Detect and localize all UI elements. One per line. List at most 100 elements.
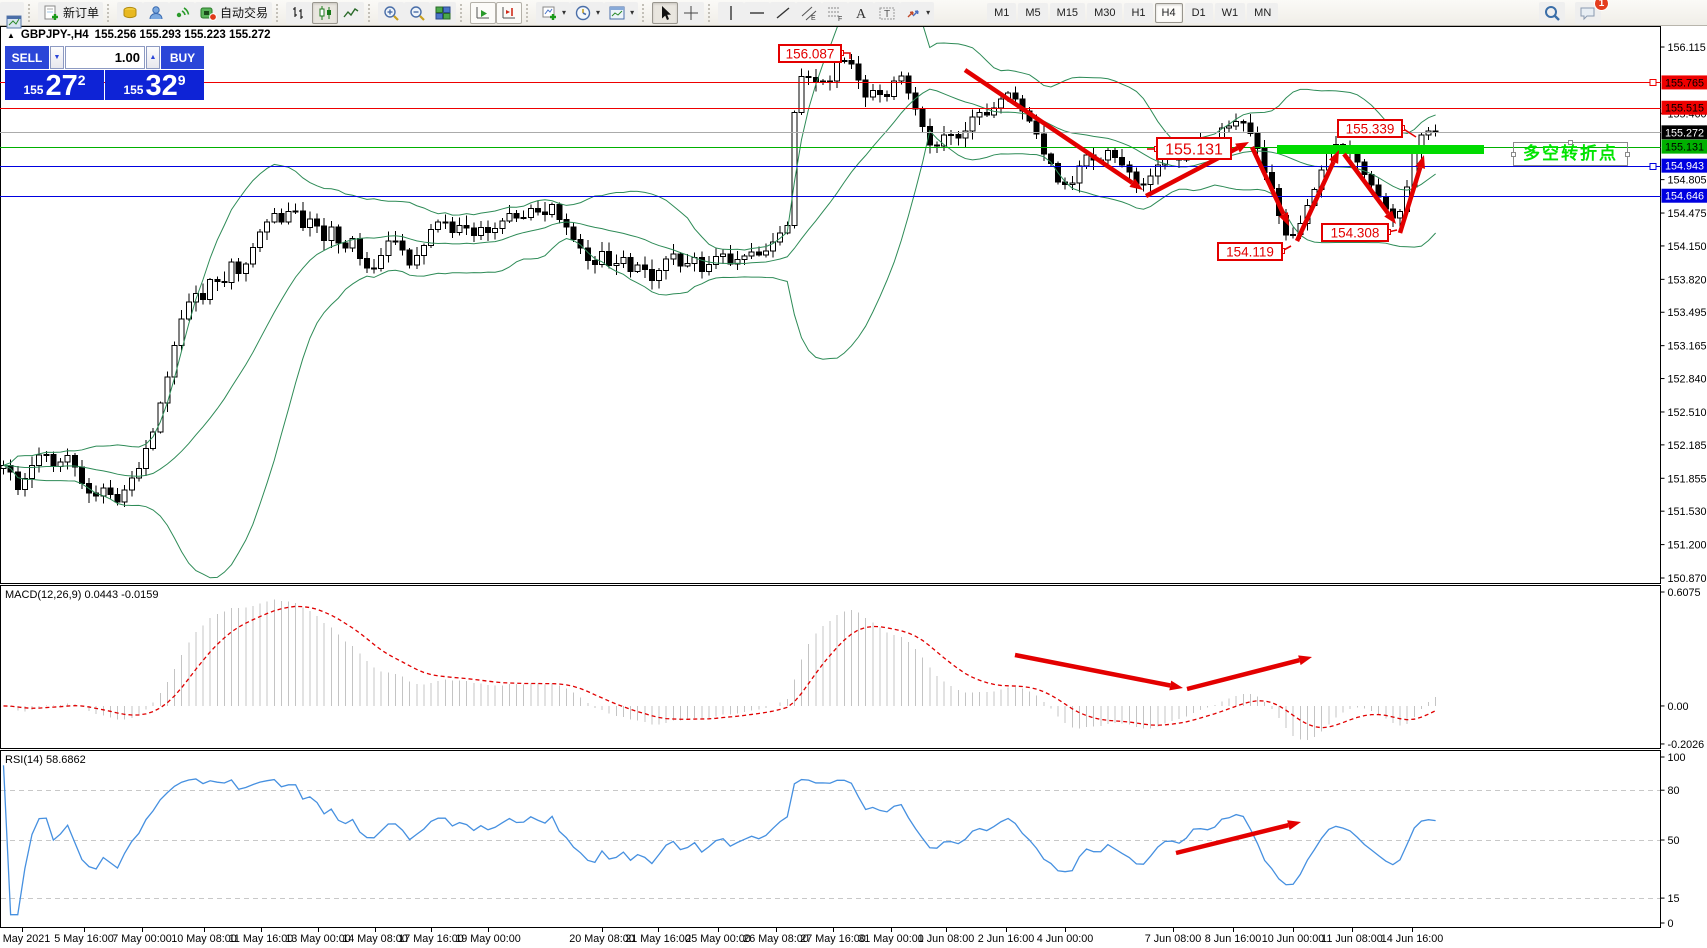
text-label-button[interactable]: T	[874, 1, 901, 24]
line-handle[interactable]	[1649, 163, 1657, 170]
timeframe-D1-button[interactable]: D1	[1184, 2, 1213, 23]
svg-text:5 May 16:00: 5 May 16:00	[54, 933, 113, 945]
search-button[interactable]	[1539, 1, 1565, 24]
svg-text:7 May 00:00: 7 May 00:00	[112, 933, 171, 945]
rsi-indicator-label: RSI(14) 58.6862	[5, 754, 86, 766]
equidistant-channel-button[interactable]: E	[796, 1, 823, 24]
svg-text:17 May 16:00: 17 May 16:00	[398, 933, 463, 945]
turning-point-text-object[interactable]: 多空转折点	[1511, 140, 1630, 166]
new-order-button[interactable]: 新订单	[38, 1, 104, 24]
dropdown-caret-icon[interactable]: ▾	[596, 8, 601, 17]
svg-text:156.087: 156.087	[786, 46, 835, 61]
periods-button[interactable]: ▾	[570, 1, 605, 24]
dropdown-caret-icon[interactable]: ▾	[562, 8, 567, 17]
selection-handle[interactable]	[1625, 152, 1630, 157]
trendline-button[interactable]	[770, 1, 797, 24]
crosshair-button[interactable]	[678, 1, 705, 24]
volume-input[interactable]	[65, 46, 145, 69]
sell-button[interactable]: SELL	[5, 46, 49, 69]
notification-badge[interactable]: 1	[1594, 0, 1609, 11]
fibonacci-button[interactable]: F	[822, 1, 849, 24]
dropdown-caret-icon[interactable]: ▾	[630, 8, 635, 17]
bollinger-bands	[3, 27, 1436, 579]
svg-text:154.119: 154.119	[1226, 244, 1274, 259]
timeframe-M15-button[interactable]: M15	[1049, 2, 1086, 23]
symbol-ohlc: 155.256 155.293 155.223 155.272	[94, 29, 271, 41]
price-axis: 156.115155.460154.805154.475154.150153.8…	[1660, 42, 1707, 930]
rsi-series	[1, 765, 1660, 916]
market-watch-button[interactable]	[117, 1, 144, 24]
buy-price-sup: 9	[177, 72, 186, 88]
timeframe-H4-button[interactable]: H4	[1154, 2, 1183, 23]
sell-price-display[interactable]: 155 27 2	[5, 70, 104, 102]
signal-button[interactable]	[169, 1, 196, 24]
buy-button[interactable]: BUY	[161, 46, 204, 69]
crosshair-icon	[682, 4, 700, 22]
collapse-panel-icon[interactable]: ▲	[7, 30, 15, 40]
horizontal-line-button[interactable]	[744, 1, 771, 24]
vertical-line-button[interactable]	[718, 1, 745, 24]
dropdown-caret-icon[interactable]: ▾	[926, 8, 931, 17]
candlestick-chart-button[interactable]	[312, 1, 339, 24]
signal-icon	[173, 4, 191, 22]
svg-text:155.131: 155.131	[1165, 141, 1223, 158]
auto-scroll-button[interactable]	[470, 1, 497, 24]
auto-trading-icon	[199, 4, 217, 22]
bar-chart-button[interactable]	[286, 1, 313, 24]
templates-button[interactable]: ▾	[604, 1, 639, 24]
svg-text:154.646: 154.646	[1665, 191, 1704, 203]
svg-text:15: 15	[1668, 893, 1680, 905]
chart-window-button[interactable]	[0, 1, 24, 28]
line-handle[interactable]	[1649, 79, 1657, 86]
chart-shift-icon	[500, 4, 518, 22]
navigator-button[interactable]	[143, 1, 170, 24]
svg-text:20 May 08:00: 20 May 08:00	[569, 933, 634, 945]
price-tag-labels[interactable]: 156.087 155.131 155.339 154.119 154.308	[778, 44, 1417, 261]
svg-text:25 May 00:00: 25 May 00:00	[685, 933, 750, 945]
svg-text:155.765: 155.765	[1665, 77, 1704, 89]
new-chart-icon	[540, 4, 558, 22]
timeframe-H1-button[interactable]: H1	[1124, 2, 1153, 23]
sell-price-big: 27	[45, 70, 78, 102]
volume-decrease-button[interactable]: ▼	[50, 46, 64, 69]
svg-text:10 Jun 00:00: 10 Jun 00:00	[1262, 933, 1324, 945]
svg-text:13 May 00:00: 13 May 00:00	[285, 933, 350, 945]
zoom-out-button[interactable]	[404, 1, 431, 24]
chart-shift-button[interactable]	[496, 1, 523, 24]
zoom-in-button[interactable]	[378, 1, 405, 24]
trendline-icon	[774, 4, 792, 22]
cursor-button[interactable]	[652, 1, 679, 24]
support-highlight-bar[interactable]	[1277, 145, 1484, 154]
tile-windows-button[interactable]	[430, 1, 457, 24]
timeframe-W1-button[interactable]: W1	[1214, 2, 1246, 23]
svg-text:14 May 08:00: 14 May 08:00	[342, 933, 407, 945]
svg-text:151.855: 151.855	[1668, 473, 1707, 485]
buy-price-display[interactable]: 155 32 9	[105, 70, 204, 101]
selection-handle[interactable]	[1511, 152, 1516, 157]
shapes-button[interactable]: ▾	[900, 1, 935, 24]
timeframe-M1-button[interactable]: M1	[987, 2, 1017, 23]
new-chart-button[interactable]: ▾	[536, 1, 571, 24]
one-click-trading-panel: SELL ▼ ▲ BUY 155 27 2 155 32 9	[5, 46, 204, 102]
timeframe-M30-button[interactable]: M30	[1087, 2, 1123, 23]
line-chart-button[interactable]	[338, 1, 365, 24]
toolbar-group-grip	[642, 3, 649, 22]
sell-price-sup: 2	[77, 72, 86, 88]
turning-point-text: 多空转折点	[1523, 144, 1618, 163]
timeframe-MN-button[interactable]: MN	[1247, 2, 1279, 23]
svg-text:-0.2026: -0.2026	[1668, 739, 1705, 751]
selection-handle[interactable]	[1568, 140, 1573, 145]
trend-arrows[interactable]	[963, 68, 1425, 856]
macd-series	[3, 599, 1437, 740]
svg-text:155.515: 155.515	[1665, 103, 1704, 115]
volume-increase-button[interactable]: ▲	[146, 46, 160, 69]
svg-text:1 Jun 08:00: 1 Jun 08:00	[918, 933, 974, 945]
auto-trading-button[interactable]: 自动交易	[195, 1, 273, 24]
toolbar-group-grip	[276, 3, 283, 22]
navigator-icon	[147, 4, 165, 22]
svg-text:0.00: 0.00	[1668, 701, 1689, 713]
text-button[interactable]: A	[848, 1, 875, 24]
timeframe-M5-button[interactable]: M5	[1018, 2, 1048, 23]
